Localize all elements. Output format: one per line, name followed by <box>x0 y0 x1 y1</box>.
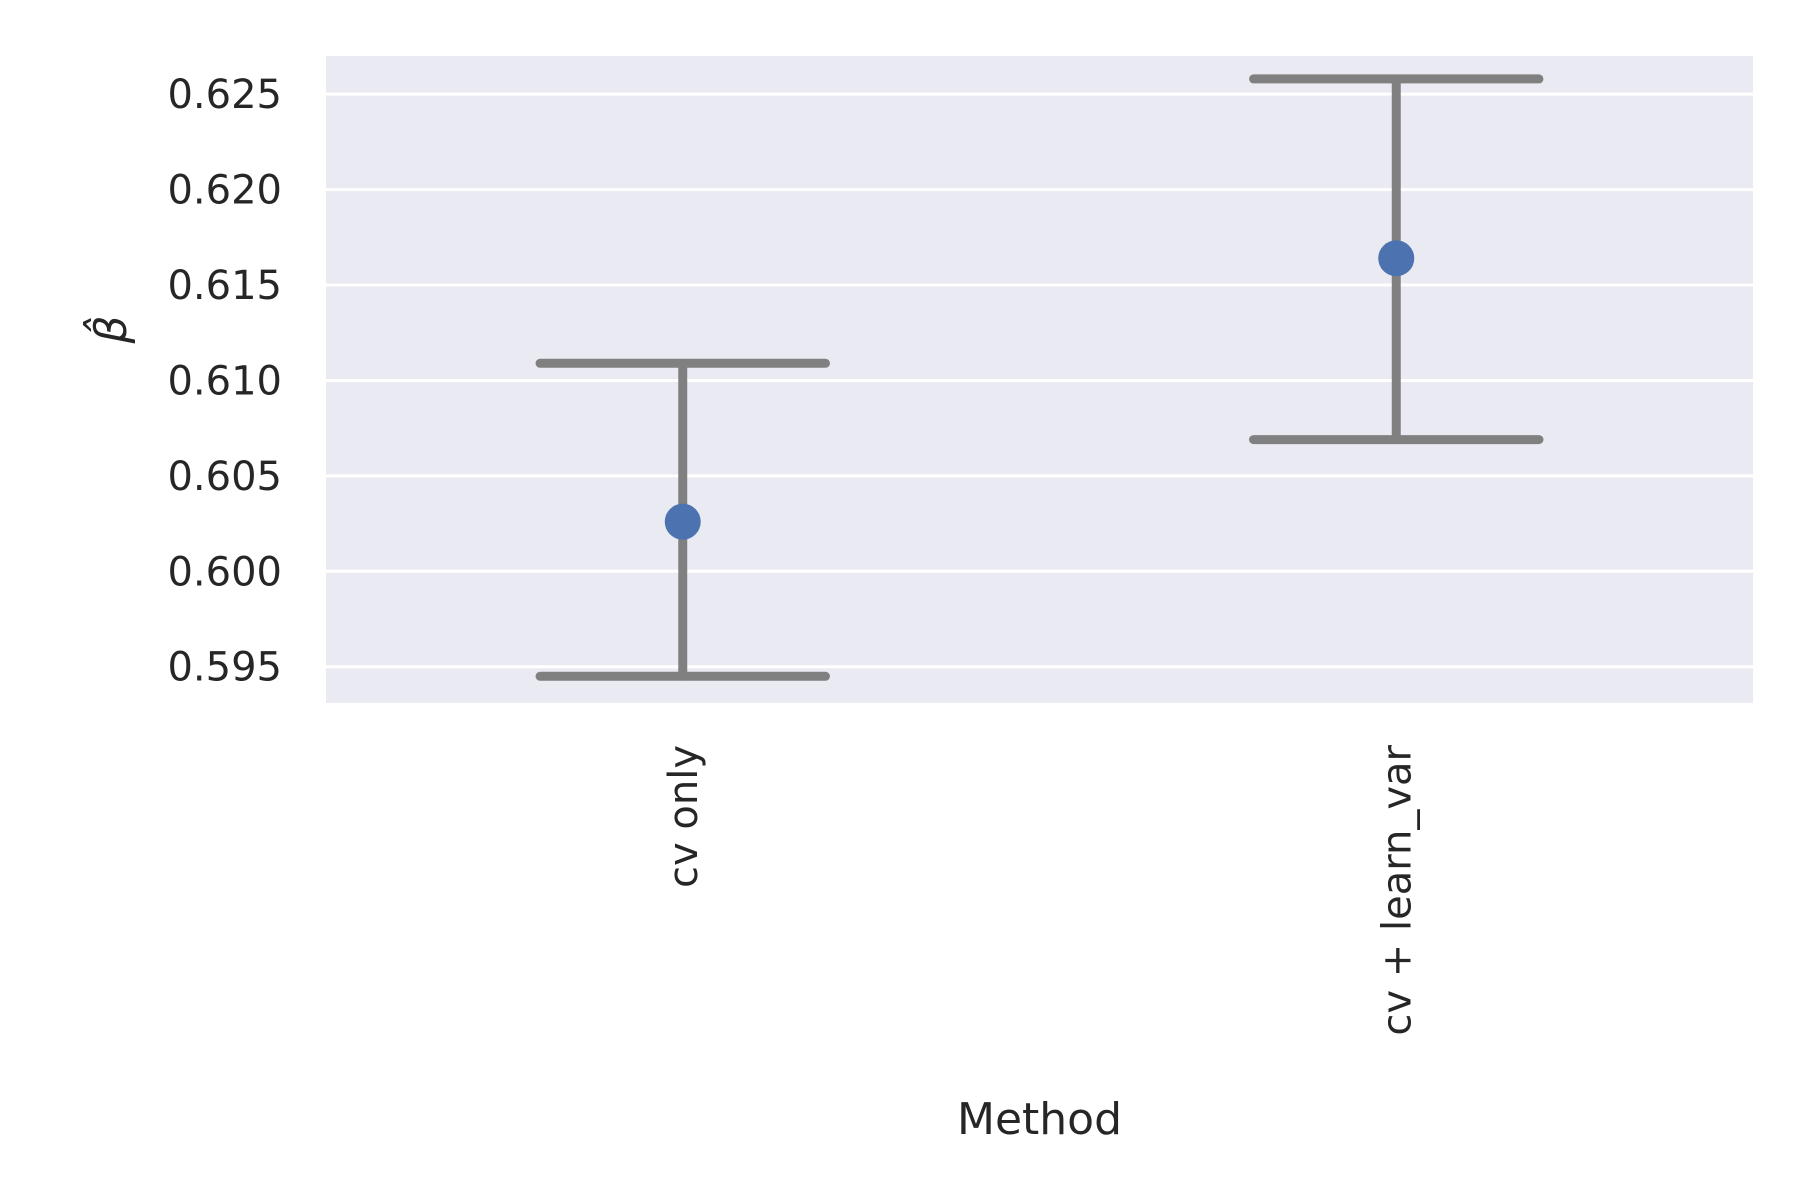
x-tick-labels: cv only cv + learn_var <box>661 744 1421 1035</box>
y-axis-label: β̂ <box>82 315 137 344</box>
x-tick-label: cv only <box>661 745 707 888</box>
x-tick-label: cv + learn_var <box>1374 744 1420 1035</box>
y-tick-label: 0.625 <box>167 72 282 118</box>
gridlines <box>326 92 1753 669</box>
y-tick-label: 0.600 <box>167 549 282 595</box>
y-tick-label: 0.620 <box>167 168 282 214</box>
data-point <box>664 503 701 540</box>
y-tick-label: 0.595 <box>167 645 282 691</box>
data-marks <box>535 74 1544 681</box>
y-tick-label: 0.610 <box>167 358 282 404</box>
y-tick-label: 0.615 <box>167 263 282 309</box>
x-axis-label: Method <box>957 1094 1122 1145</box>
data-point <box>1378 240 1415 277</box>
y-tick-label: 0.605 <box>167 454 282 500</box>
y-tick-labels: 0.595 0.600 0.605 0.610 0.615 0.620 0.625 <box>167 72 282 691</box>
